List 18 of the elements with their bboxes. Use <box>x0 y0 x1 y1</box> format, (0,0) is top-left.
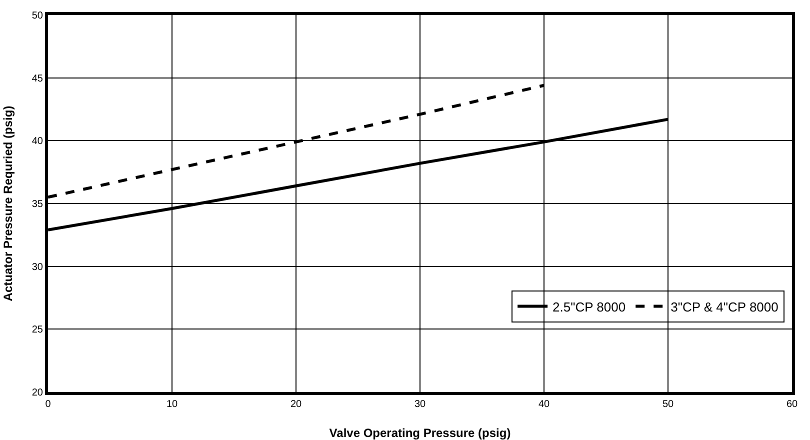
y-tick-label: 45 <box>32 73 44 84</box>
x-tick-label: 60 <box>786 399 798 410</box>
legend-label: 3"CP & 4"CP 8000 <box>670 299 778 314</box>
y-tick-label: 20 <box>32 388 44 398</box>
y-tick-label: 40 <box>32 136 44 148</box>
x-tick-label: 40 <box>538 399 550 410</box>
x-tick-label: 0 <box>45 399 52 410</box>
x-tick-label: 10 <box>166 399 178 410</box>
legend-label: 2.5"CP 8000 <box>552 299 626 314</box>
x-axis-title: Valve Operating Pressure (psig) <box>329 426 511 440</box>
y-tick-label: 50 <box>32 10 44 22</box>
x-tick-label: 30 <box>414 399 426 410</box>
y-tick-label: 25 <box>32 324 44 336</box>
y-axis-title: Actuator Pressure Requried (psig) <box>1 106 15 302</box>
y-tick-label: 35 <box>32 199 44 210</box>
x-tick-label: 50 <box>662 399 674 410</box>
x-tick-label: 20 <box>290 399 302 410</box>
y-tick-label: 30 <box>32 262 44 273</box>
